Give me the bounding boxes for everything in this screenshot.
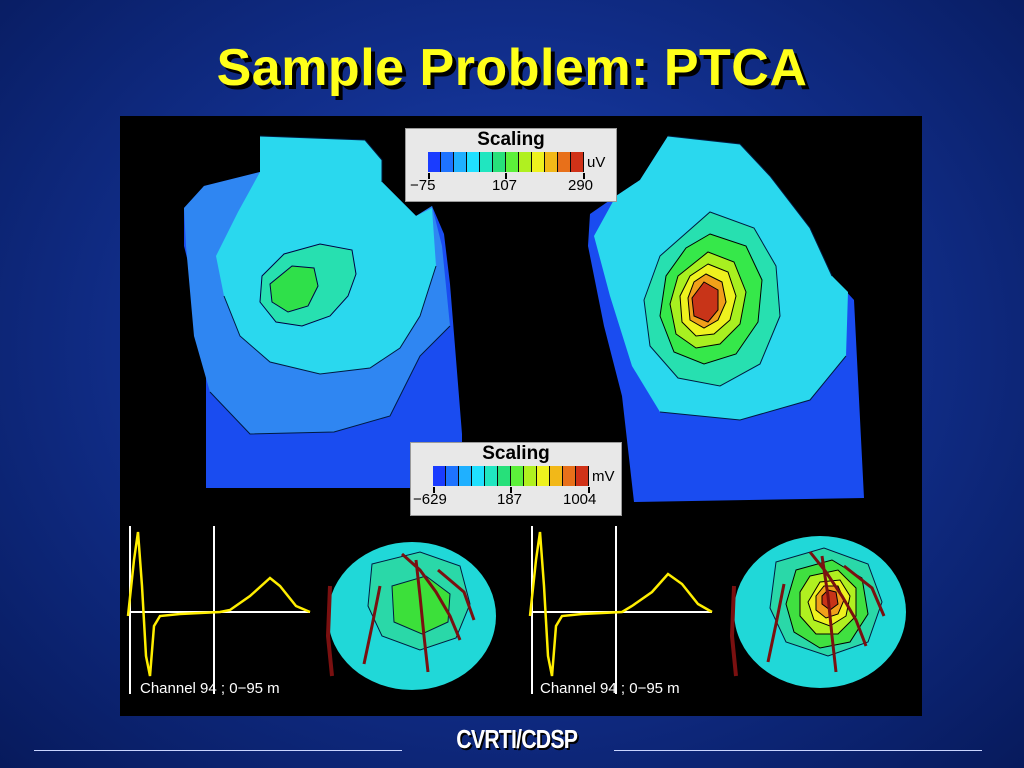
color-swatch: [493, 152, 506, 172]
scale-min-label: −75: [410, 177, 436, 194]
color-swatch: [519, 152, 532, 172]
color-swatch: [563, 466, 576, 486]
footer-rule-right: [614, 750, 982, 751]
color-swatch: [433, 466, 446, 486]
cvrti-logo: CVRTI/CDSP: [456, 724, 578, 754]
color-swatch: [467, 152, 480, 172]
right-torso-map: [588, 135, 864, 502]
color-swatch: [472, 466, 485, 486]
left-heart-map: [325, 542, 496, 690]
color-swatch: [446, 466, 459, 486]
figure-graphics: [126, 135, 906, 694]
color-scale-bar: [433, 466, 589, 486]
left-torso-map: [184, 135, 462, 488]
color-swatch: [506, 152, 519, 172]
color-swatch: [532, 152, 545, 172]
slide-title: Sample Problem: PTCA: [216, 39, 808, 97]
color-swatch: [550, 466, 563, 486]
scale-max-label: 1004: [563, 491, 597, 508]
scale-max-label: 290: [568, 177, 594, 194]
color-swatch: [428, 152, 441, 172]
color-swatch: [524, 466, 537, 486]
color-swatch: [558, 152, 571, 172]
color-swatch: [498, 466, 511, 486]
scale-ticks: [406, 173, 616, 181]
color-scale-bar: [428, 152, 584, 172]
scale-ticks: [411, 487, 621, 495]
color-swatch: [441, 152, 454, 172]
scale-unit: mV: [592, 468, 615, 485]
right-waveform: [528, 526, 713, 694]
color-swatch: [545, 152, 558, 172]
figure-panel: Scaling uV −75 107 290 Scaling mV −629 1…: [120, 116, 922, 716]
color-swatch: [511, 466, 524, 486]
scale-mid-label: 187: [497, 491, 523, 508]
color-swatch: [537, 466, 550, 486]
right-heart-map: [729, 536, 906, 688]
color-swatch: [454, 152, 467, 172]
scaling-title: Scaling: [477, 129, 545, 150]
color-swatch: [459, 466, 472, 486]
scale-unit: uV: [587, 154, 606, 171]
footer-rule-left: [34, 750, 402, 751]
color-swatch: [576, 466, 589, 486]
channel-label-left: Channel 94 ; 0−95 m: [140, 680, 280, 697]
color-swatch: [480, 152, 493, 172]
scale-mid-label: 107: [492, 177, 518, 194]
scaling-legend-bottom: Scaling mV −629 187 1004: [410, 442, 622, 516]
scaling-legend-top: Scaling uV −75 107 290: [405, 128, 617, 202]
scale-min-label: −629: [413, 491, 447, 508]
channel-label-right: Channel 94 ; 0−95 m: [540, 680, 680, 697]
color-swatch: [485, 466, 498, 486]
color-swatch: [571, 152, 584, 172]
scaling-title: Scaling: [482, 443, 550, 464]
left-waveform: [126, 526, 311, 694]
